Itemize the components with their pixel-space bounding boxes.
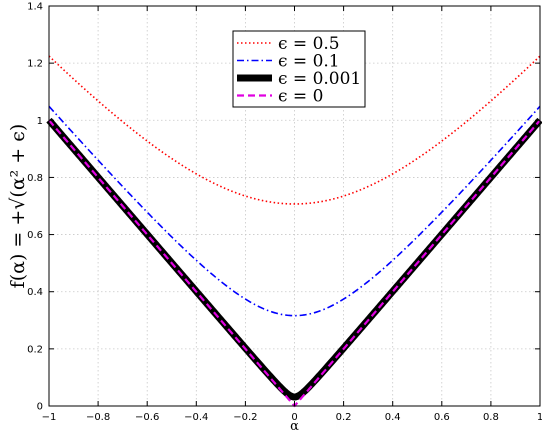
series-line-1 (48, 105, 541, 317)
legend-box (232, 30, 366, 108)
axis-ticks: −1 −0.8 −0.6 −0.4 −0.2 0 0.2 0.4 0.6 0.8 1 0 0.2 0.4 0… (27, 2, 542, 424)
y-tick-label: 1.2 (27, 59, 43, 70)
y-tick-label: 1.4 (27, 2, 43, 13)
x-tick-label: 0.8 (483, 412, 499, 423)
y-tick-label: 1 (37, 116, 43, 127)
legend-label-1: ϵ = 0.1 (278, 52, 340, 72)
x-tick-label: 0 (291, 412, 297, 423)
x-tick-label: 0.4 (385, 412, 401, 423)
x-axis-label: α (290, 419, 299, 434)
x-tick-label: −0.4 (184, 412, 208, 423)
x-tick-label: −0.6 (135, 412, 159, 423)
x-tick-label: −1 (42, 412, 57, 423)
y-tick-label: 0.8 (27, 173, 43, 184)
y-tick-label: 0 (37, 402, 43, 413)
y-axis-label: f(α) = +√(α² + ϵ) (7, 124, 29, 289)
x-tick-label: 0.6 (434, 412, 450, 423)
series-lines (46, 55, 542, 408)
x-tick-label: 0.2 (336, 412, 352, 423)
legend-label-2: ϵ = 0.001 (278, 69, 361, 89)
x-tick-label: −0.2 (233, 412, 257, 423)
x-tick-label: 1 (537, 412, 542, 423)
legend-label-0: ϵ = 0.5 (278, 34, 340, 54)
y-tick-label: 0.6 (27, 230, 43, 241)
x-tick-label: −0.8 (86, 412, 110, 423)
y-tick-label: 0.2 (27, 344, 43, 355)
series-line-0 (48, 55, 541, 205)
y-tick-label: 0.4 (27, 287, 43, 298)
legend-label-3: ϵ = 0 (278, 87, 323, 107)
